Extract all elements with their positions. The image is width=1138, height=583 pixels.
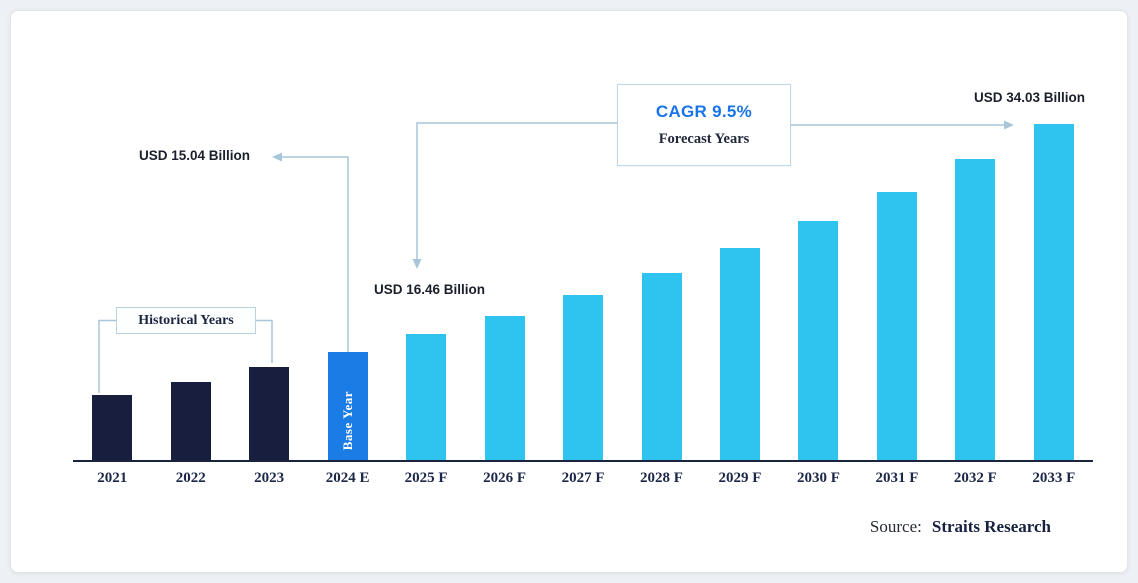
x-axis-label-2029-f: 2029 F <box>718 470 762 486</box>
historical-years-box: Historical Years <box>116 307 256 334</box>
bar-column-2031-f <box>858 192 936 460</box>
bar-2032-f <box>955 159 996 460</box>
bar-column-2023 <box>230 367 308 460</box>
bar-2027-f <box>563 295 604 460</box>
bar-column-2025-f <box>387 334 465 460</box>
chart-card: Base Year 2021 2022 2023 2024 E 2025 F 2026 F… <box>10 10 1128 573</box>
bar-column-2033-f <box>1015 124 1093 460</box>
bars: Base Year <box>73 11 1093 460</box>
bar-2031-f <box>876 192 917 460</box>
x-axis-label-2027-f: 2027 F <box>561 470 605 486</box>
cagr-value: CAGR 9.5% <box>655 102 753 121</box>
x-axis-label-2032-f: 2032 F <box>953 470 997 486</box>
bar-2024-e: Base Year <box>327 352 368 460</box>
forecast-years-label: Forecast Years <box>658 131 750 147</box>
bar-2029-f <box>719 248 760 460</box>
value-label-2024: USD 15.04 Billion <box>139 148 251 163</box>
bar-column-2021 <box>73 395 151 460</box>
x-axis-label-2031-f: 2031 F <box>875 470 919 486</box>
value-label-2033: USD 34.03 Billion <box>974 90 1086 105</box>
base-year-bar-label: Base Year <box>339 390 355 450</box>
bar-2028-f <box>641 273 682 460</box>
bar-2026-f <box>484 316 525 460</box>
bar-2033-f <box>1033 124 1074 460</box>
bar-column-2022 <box>151 382 229 460</box>
x-axis-label-2025-f: 2025 F <box>404 470 448 486</box>
x-axis-label-2030-f: 2030 F <box>796 470 840 486</box>
x-axis-label-2021: 2021 <box>97 470 128 486</box>
x-axis-label-2023: 2023 <box>254 470 285 486</box>
bar-column-2027-f <box>544 295 622 460</box>
source-line: Source: Straits Research <box>870 517 1051 537</box>
bar-column-2026-f <box>465 316 543 460</box>
source-prefix: Source: <box>869 517 922 536</box>
bar-column-2029-f <box>701 248 779 460</box>
bar-2021 <box>92 395 133 460</box>
source-name: Straits Research <box>931 517 1051 536</box>
x-axis-label-2033-f: 2033 F <box>1032 470 1076 486</box>
bar-column-2028-f <box>622 273 700 460</box>
x-axis-label-2024-e: 2024 E <box>325 470 370 486</box>
bar-column-2030-f <box>779 221 857 460</box>
bar-2023 <box>249 367 290 460</box>
x-axis-label-2028-f: 2028 F <box>640 470 683 486</box>
x-axis-label-2022: 2022 <box>175 470 206 486</box>
x-axis-label-2026-f: 2026 F <box>483 470 527 486</box>
bar-column-2032-f <box>936 159 1014 460</box>
bar-column-2024-e: Base Year <box>308 352 386 460</box>
x-axis-labels: 2021 2022 2023 2024 E 2025 F 2026 F 2027 F 2028… <box>73 470 1093 487</box>
x-axis-line <box>73 460 1093 462</box>
historical-years-label: Historical Years <box>138 312 234 328</box>
bar-2022 <box>170 382 211 460</box>
value-label-2025: USD 16.46 Billion <box>374 282 486 297</box>
bar-2030-f <box>798 221 839 460</box>
cagr-box: CAGR 9.5% Forecast Years <box>617 84 791 166</box>
bar-2025-f <box>406 334 447 460</box>
